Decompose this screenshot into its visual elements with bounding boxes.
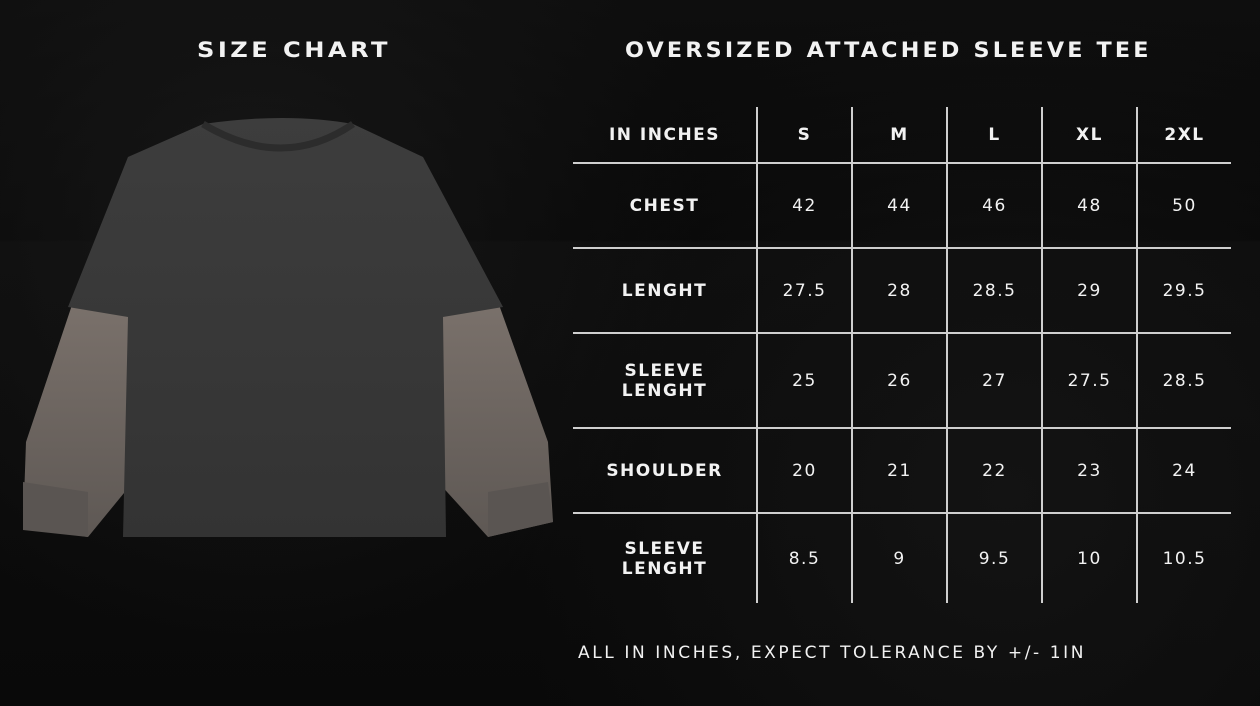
- row-label: LENGHT: [573, 247, 757, 333]
- cell: 9: [851, 512, 947, 603]
- header-cell: 2XL: [1136, 107, 1231, 163]
- cell: 21: [851, 427, 947, 513]
- right-cuff: [488, 482, 553, 537]
- product-title: OVERSIZED ATTACHED SLEEVE TEE: [625, 38, 1152, 62]
- shirt-collar: [201, 120, 355, 152]
- cell: 27.5: [756, 247, 852, 333]
- row-label: SLEEVE LENGHT: [573, 332, 757, 428]
- row-label: SLEEVE LENGHT: [573, 512, 757, 603]
- cell: 25: [756, 332, 852, 428]
- cell: 8.5: [756, 512, 852, 603]
- tshirt-image: [23, 118, 553, 537]
- table-header-row: IN INCHES S M L XL 2XL: [573, 107, 1231, 163]
- cell: 20: [756, 427, 852, 513]
- cell: 29.5: [1136, 247, 1231, 333]
- shirt-body: [68, 118, 503, 537]
- cell: 24: [1136, 427, 1231, 513]
- header-cell: XL: [1041, 107, 1137, 163]
- size-chart-title: SIZE CHART: [197, 38, 391, 62]
- cell: 10: [1041, 512, 1137, 603]
- header-cell: IN INCHES: [608, 124, 721, 145]
- table-row: LENGHT 27.5 28 28.5 29 29.5: [573, 247, 1231, 333]
- table-row: SLEEVE LENGHT 8.5 9 9.5 10 10.5: [573, 512, 1231, 603]
- row-label: CHEST: [573, 162, 757, 248]
- tolerance-note: ALL IN INCHES, EXPECT TOLERANCE BY +/- 1…: [578, 643, 1087, 663]
- header-cell: M: [851, 107, 947, 163]
- left-long-sleeve: [23, 302, 133, 537]
- cell: 29: [1041, 247, 1137, 333]
- row-label: SHOULDER: [573, 427, 757, 513]
- cell: 10.5: [1136, 512, 1231, 603]
- table-row: SHOULDER 20 21 22 23 24: [573, 427, 1231, 513]
- cell: 48: [1041, 162, 1137, 248]
- cell: 50: [1136, 162, 1231, 248]
- header-cell: L: [946, 107, 1042, 163]
- cell: 23: [1041, 427, 1137, 513]
- header-cell: S: [756, 107, 852, 163]
- size-table: IN INCHES S M L XL 2XL CHEST 42 44 46 48…: [573, 107, 1231, 603]
- cell: 28.5: [946, 247, 1042, 333]
- left-cuff: [23, 482, 88, 537]
- cell: 22: [946, 427, 1042, 513]
- table-row: SLEEVE LENGHT 25 26 27 27.5 28.5: [573, 332, 1231, 428]
- cell: 27.5: [1041, 332, 1137, 428]
- cell: 42: [756, 162, 852, 248]
- cell: 28.5: [1136, 332, 1231, 428]
- right-long-sleeve: [438, 302, 553, 537]
- cell: 27: [946, 332, 1042, 428]
- cell: 46: [946, 162, 1042, 248]
- cell: 9.5: [946, 512, 1042, 603]
- cell: 26: [851, 332, 947, 428]
- cell: 44: [851, 162, 947, 248]
- cell: 28: [851, 247, 947, 333]
- table-row: CHEST 42 44 46 48 50: [573, 162, 1231, 248]
